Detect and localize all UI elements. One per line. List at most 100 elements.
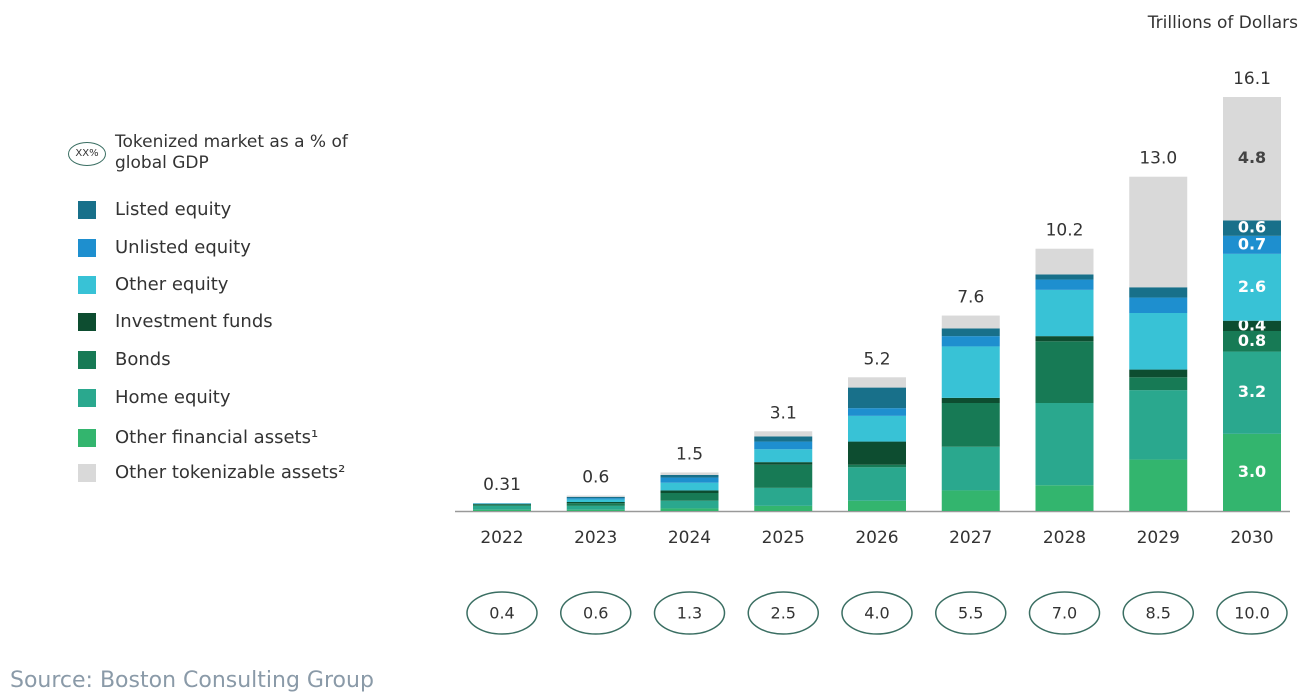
bar-segment [1223,351,1281,434]
bar-segment [566,503,625,506]
legend-label: Home equity [115,387,231,408]
gdp-oval [1216,591,1288,635]
bar-segment [941,328,1000,337]
total-label: 1.5 [676,444,703,464]
segment-label: 0.8 [1238,331,1266,350]
bar-segment [848,415,906,442]
bar-segment [473,505,531,510]
bar-segment [1223,433,1281,511]
bar-segment [1129,297,1188,313]
bar-segment [941,315,1000,329]
legend: XX% Tokenized market as a % of global GD… [66,132,366,483]
bar-segment [1129,459,1188,511]
gdp-oval [841,591,913,635]
bar-segment [1129,369,1188,378]
gdp-value: 5.5 [958,604,983,623]
bar-segment [848,500,906,511]
gdp-value: 4.0 [864,604,889,623]
total-label: 0.6 [582,468,609,488]
total-label: 10.2 [1046,221,1084,241]
bar-segment [754,462,813,465]
bar-segment [1035,289,1094,337]
legend-swatch [78,429,96,447]
bar-segment [848,464,906,468]
bar-segment [566,496,625,499]
bar-segment [1223,253,1281,321]
bar-segment [566,498,625,500]
bar-segment [660,482,719,491]
bar-segment [1223,97,1281,221]
x-tick-label: 2022 [480,528,523,548]
total-label: 13.0 [1139,149,1177,169]
total-label: 16.1 [1233,69,1271,89]
bar-segment [1129,313,1188,370]
bar-segment [1223,220,1281,236]
bar-segment [566,499,625,502]
segment-label: 0.7 [1238,234,1266,253]
bar-segment [1035,403,1094,486]
bar-segment [473,503,531,505]
bar-segment [566,505,625,510]
bar-segment [941,490,1000,511]
segment-label: 3.0 [1238,462,1266,481]
gdp-oval [560,591,632,635]
bar-segment [1035,485,1094,511]
gdp-value: 7.0 [1052,604,1077,623]
legend-swatch [78,276,96,294]
total-label: 7.6 [957,288,984,308]
gdp-value: 1.3 [677,604,702,623]
segment-label: 3.2 [1238,382,1266,401]
bar-segment [941,346,1000,398]
bar-segment [941,336,1000,347]
bar-segment [1035,336,1094,342]
gdp-value: 8.5 [1146,604,1171,623]
gdp-oval [1028,591,1101,635]
total-label: 3.1 [770,403,797,423]
gdp-oval [653,591,726,635]
bar-segment [1035,248,1094,275]
gdp-oval [747,591,819,635]
bar-segment [660,493,719,501]
bar-segment [941,446,1000,491]
bar-segment [754,487,813,506]
bar-segment [1035,274,1094,280]
bar-segment [848,377,906,388]
bar-segment [754,449,813,463]
bar-segment [941,397,1000,403]
unit-label: Trillions of Dollars [1147,13,1298,33]
legend-swatch [78,239,96,257]
bar-segment [848,408,906,416]
bar-segment [754,464,813,488]
bar-segment [754,441,813,450]
legend-swatch [78,201,96,219]
bar-segment [848,441,906,465]
bar-segment [1223,331,1281,352]
bar-segment [848,387,906,409]
bar-segment [1129,377,1188,391]
legend-label: Listed equity [115,199,232,220]
legend-title: XX% Tokenized market as a % of global GD… [66,132,355,176]
bar-segment [660,475,719,478]
bar-segment [1129,287,1188,298]
x-tick-label: 2025 [762,528,805,548]
segment-label: 2.6 [1238,277,1266,296]
bar-segment [473,504,531,505]
bar-segment [473,509,531,511]
segment-label: 0.6 [1238,218,1266,237]
legend-label: Other financial assets¹ [115,427,319,448]
bar-segment [754,431,813,437]
bar-segment [1035,279,1094,290]
total-label: 0.31 [483,475,521,495]
x-tick-label: 2028 [1043,528,1086,548]
gdp-oval [1122,591,1194,635]
source: Source: Boston Consulting Group [10,668,374,693]
legend-label: Other tokenizable assets² [115,462,346,483]
bar-segment [754,436,813,442]
gdp-value: 0.4 [489,604,514,623]
legend-label: Investment funds [115,311,273,332]
x-tick-label: 2029 [1137,528,1180,548]
gdp-value: 2.5 [771,604,796,623]
bar-segment [660,472,719,475]
